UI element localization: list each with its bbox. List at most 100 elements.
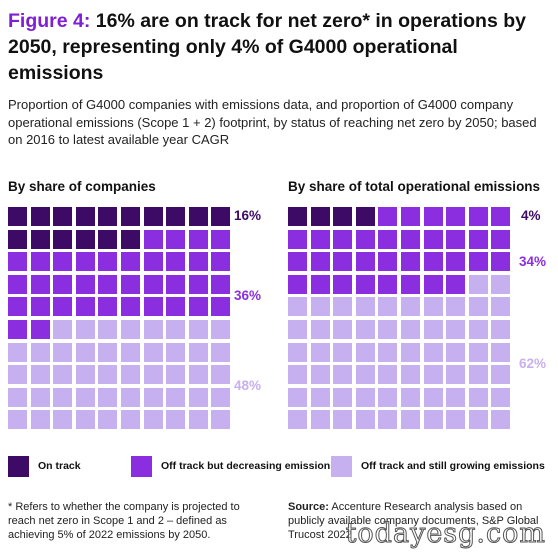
figure-label: Figure 4: — [8, 10, 91, 32]
title-text: 16% are on track for net zero* in operat… — [8, 10, 526, 84]
waffle-cell-decreasing — [8, 275, 27, 294]
waffle-cell-growing — [446, 388, 465, 407]
waffle-cell-growing — [356, 343, 375, 362]
waffle-cell-growing — [491, 275, 510, 294]
waffle-cell-growing — [311, 320, 330, 339]
waffle-cell-decreasing — [469, 230, 488, 249]
legend-swatch-on-track — [8, 455, 29, 477]
waffle-cell-on-track — [53, 207, 72, 226]
waffle-cell-growing — [53, 365, 72, 384]
waffle-cell-growing — [8, 343, 27, 362]
waffle-cell-growing — [144, 388, 163, 407]
waffle-cell-growing — [288, 410, 307, 429]
waffle-cell-growing — [356, 365, 375, 384]
waffle-cell-decreasing — [446, 275, 465, 294]
waffle-cell-on-track — [31, 230, 50, 249]
waffle-cell-decreasing — [121, 297, 140, 316]
waffle-cell-growing — [401, 365, 420, 384]
waffle-cell-on-track — [53, 230, 72, 249]
waffle-chart-companies — [8, 207, 233, 430]
waffle-cell-growing — [53, 343, 72, 362]
waffle-cell-decreasing — [424, 207, 443, 226]
waffle-cell-growing — [8, 410, 27, 429]
waffle-cell-growing — [189, 343, 208, 362]
waffle-cell-growing — [424, 365, 443, 384]
waffle-cell-decreasing — [166, 297, 185, 316]
label-companies-decreasing: 36% — [234, 288, 262, 303]
waffle-cell-on-track — [144, 207, 163, 226]
legend: On track Off track but decreasing emissi… — [8, 455, 553, 477]
waffle-cell-growing — [401, 297, 420, 316]
waffle-cell-growing — [76, 388, 95, 407]
source-text: Accenture Research analysis based on pub… — [288, 501, 539, 541]
waffle-cell-growing — [378, 365, 397, 384]
waffle-cell-decreasing — [401, 275, 420, 294]
waffle-cell-growing — [121, 320, 140, 339]
waffle-cell-decreasing — [356, 230, 375, 249]
waffle-cell-on-track — [98, 230, 117, 249]
waffle-cell-growing — [211, 410, 230, 429]
waffle-cell-growing — [76, 410, 95, 429]
waffle-cell-growing — [189, 410, 208, 429]
waffle-cell-decreasing — [491, 230, 510, 249]
waffle-cell-decreasing — [311, 252, 330, 271]
waffle-cell-decreasing — [31, 297, 50, 316]
waffle-cell-decreasing — [401, 207, 420, 226]
waffle-cell-growing — [378, 388, 397, 407]
waffle-cell-decreasing — [166, 252, 185, 271]
waffle-cell-decreasing — [211, 297, 230, 316]
waffle-cell-decreasing — [378, 230, 397, 249]
waffle-cell-growing — [98, 320, 117, 339]
waffle-cell-growing — [424, 320, 443, 339]
waffle-cell-growing — [446, 297, 465, 316]
waffle-cell-decreasing — [76, 275, 95, 294]
waffle-cell-growing — [121, 388, 140, 407]
waffle-cell-growing — [211, 365, 230, 384]
waffle-cell-growing — [469, 365, 488, 384]
waffle-cell-decreasing — [53, 252, 72, 271]
waffle-cell-growing — [98, 343, 117, 362]
waffle-cell-decreasing — [53, 275, 72, 294]
waffle-cell-decreasing — [211, 230, 230, 249]
waffle-cell-decreasing — [98, 252, 117, 271]
waffle-cell-decreasing — [211, 252, 230, 271]
waffle-cell-growing — [491, 388, 510, 407]
waffle-cell-growing — [424, 410, 443, 429]
waffle-cell-decreasing — [469, 252, 488, 271]
waffle-cell-growing — [333, 410, 352, 429]
waffle-cell-growing — [189, 365, 208, 384]
waffle-cell-decreasing — [121, 252, 140, 271]
waffle-cell-decreasing — [76, 252, 95, 271]
waffle-cell-growing — [424, 343, 443, 362]
waffle-cell-growing — [144, 365, 163, 384]
waffle-cell-growing — [166, 320, 185, 339]
waffle-cell-decreasing — [31, 252, 50, 271]
waffle-cell-decreasing — [288, 252, 307, 271]
waffle-cell-growing — [288, 297, 307, 316]
legend-swatch-growing — [331, 455, 352, 477]
waffle-cell-decreasing — [401, 230, 420, 249]
waffle-cell-decreasing — [424, 275, 443, 294]
waffle-cell-on-track — [211, 207, 230, 226]
waffle-cell-growing — [76, 343, 95, 362]
watermark: todayesg.com — [345, 518, 546, 550]
waffle-cell-growing — [98, 388, 117, 407]
waffle-cell-growing — [491, 343, 510, 362]
waffle-cell-on-track — [166, 207, 185, 226]
label-companies-on-track: 16% — [234, 208, 262, 223]
waffle-cell-growing — [166, 343, 185, 362]
waffle-cell-on-track — [98, 207, 117, 226]
chart-subtitle: Proportion of G4000 companies with emiss… — [8, 97, 537, 147]
waffle-cell-growing — [311, 365, 330, 384]
waffle-cell-growing — [446, 365, 465, 384]
waffle-cell-growing — [401, 388, 420, 407]
waffle-cell-decreasing — [211, 275, 230, 294]
waffle-cell-growing — [424, 297, 443, 316]
waffle-cell-decreasing — [333, 252, 352, 271]
waffle-cell-decreasing — [31, 320, 50, 339]
waffle-cell-growing — [8, 365, 27, 384]
waffle-cell-on-track — [121, 207, 140, 226]
legend-swatch-decreasing — [131, 455, 152, 477]
legend-label-growing: Off track and still growing emissions — [361, 460, 545, 472]
waffle-cell-growing — [469, 410, 488, 429]
